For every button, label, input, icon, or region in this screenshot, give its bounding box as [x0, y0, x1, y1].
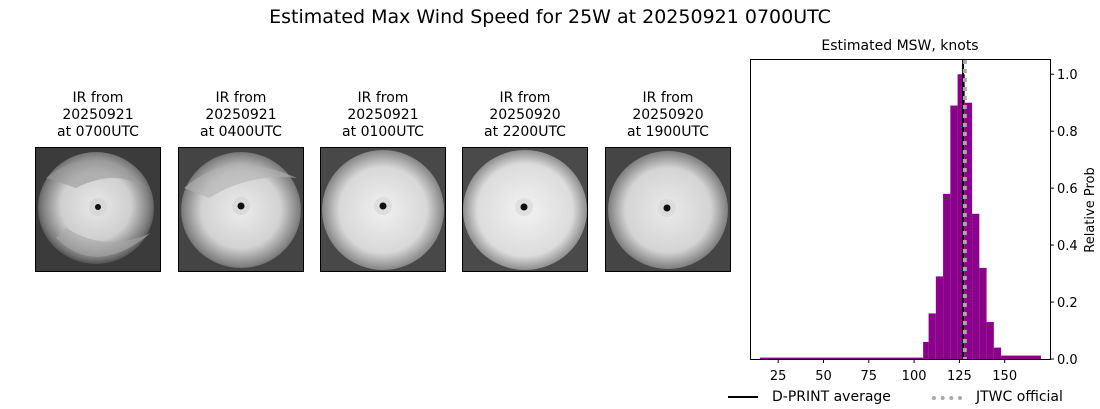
ir-satellite-image — [320, 147, 446, 272]
ir-caption: IR from 20250921 at 0100UTC — [300, 90, 466, 141]
histogram-bar — [935, 276, 944, 359]
histogram-bar — [986, 321, 994, 359]
ir-caption-line1: IR from — [215, 90, 267, 106]
histogram-bar — [928, 313, 936, 359]
y-tick-label: 0.6 — [1057, 182, 1078, 197]
ir-caption-time: at 0100UTC — [342, 124, 424, 140]
ir-satellite-image — [605, 147, 731, 272]
ir-caption: IR from 20250920 at 1900UTC — [585, 90, 751, 141]
ir-caption-date: 20250920 — [632, 107, 704, 123]
ir-caption-time: at 0400UTC — [200, 124, 282, 140]
ir-caption-time: at 1900UTC — [627, 124, 709, 140]
histogram-bar — [964, 102, 973, 359]
ir-caption-line1: IR from — [499, 90, 551, 106]
ir-caption-line1: IR from — [642, 90, 694, 106]
ir-caption-date: 20250920 — [489, 107, 561, 123]
x-tick-label: 150 — [992, 369, 1017, 384]
histogram-bar — [1001, 355, 1041, 359]
ir-caption-time: at 0700UTC — [57, 124, 139, 140]
histogram-bar — [943, 193, 951, 359]
y-axis-label: Relative Prob — [1083, 167, 1098, 252]
ir-caption-date: 20250921 — [347, 107, 419, 123]
y-tick-label: 0.8 — [1057, 125, 1078, 140]
y-tick-label: 0.2 — [1057, 296, 1078, 311]
x-tick-label: 125 — [947, 369, 972, 384]
chart-legend: D-PRINT average JTWC official — [728, 386, 1100, 408]
histogram-bar — [760, 357, 924, 359]
x-tick-label: 25 — [770, 369, 787, 384]
histogram-bar — [950, 105, 958, 359]
ir-caption-time: at 2200UTC — [484, 124, 566, 140]
ir-caption: IR from 20250920 at 2200UTC — [442, 90, 608, 141]
legend-swatch-solid — [728, 396, 758, 398]
legend-label: JTWC official — [976, 389, 1063, 405]
histogram-bar — [972, 213, 980, 359]
ir-caption: IR from 20250921 at 0400UTC — [158, 90, 324, 141]
legend-swatch-dotted — [932, 396, 962, 400]
x-tick-label: 75 — [861, 369, 878, 384]
ir-caption-date: 20250921 — [62, 107, 134, 123]
histogram-bar — [979, 267, 987, 359]
histogram-bar — [957, 74, 965, 359]
ir-satellite-image — [462, 147, 588, 272]
legend-label: D-PRINT average — [772, 389, 891, 405]
figure-title: Estimated Max Wind Speed for 25W at 2025… — [269, 6, 831, 28]
ir-satellite-image — [178, 147, 304, 272]
y-tick-label: 0.0 — [1057, 353, 1078, 368]
y-tick-label: 1.0 — [1057, 68, 1078, 83]
ir-caption-line1: IR from — [357, 90, 409, 106]
plot-frame — [750, 59, 1051, 360]
y-tick-label: 0.4 — [1057, 239, 1078, 254]
histogram-bar — [923, 341, 929, 359]
ir-caption-line1: IR from — [72, 90, 124, 106]
ir-caption: IR from 20250921 at 0700UTC — [15, 90, 181, 141]
x-tick-label: 50 — [815, 369, 832, 384]
histogram-bar — [993, 347, 1002, 359]
x-tick-label: 100 — [902, 369, 927, 384]
ir-caption-date: 20250921 — [205, 107, 277, 123]
ir-satellite-image — [35, 147, 161, 272]
chart-title: Estimated MSW, knots — [821, 38, 978, 54]
